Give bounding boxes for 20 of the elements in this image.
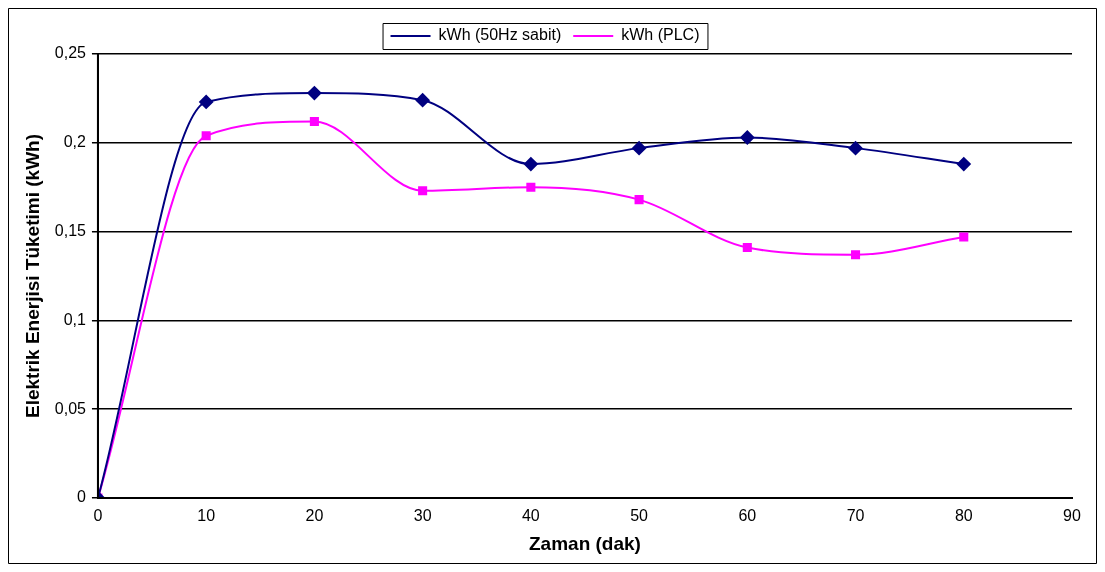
x-axis-title: Zaman (dak) <box>529 532 641 554</box>
x-tick-label: 50 <box>630 507 649 525</box>
y-tick-label: 0,1 <box>63 310 87 328</box>
x-tick-label: 10 <box>197 507 216 525</box>
legend-label: kWh (PLC) <box>621 26 700 44</box>
y-tick-label: 0,2 <box>63 133 87 151</box>
x-tick-label: 60 <box>738 507 757 525</box>
x-tick-label: 90 <box>1063 507 1081 525</box>
x-tick-label: 0 <box>93 507 103 525</box>
y-tick-label: 0,25 <box>54 44 87 62</box>
y-tick-label: 0 <box>77 488 87 506</box>
y-tick-label: 0,15 <box>54 222 87 240</box>
x-tick-label: 40 <box>521 507 540 525</box>
y-tick-label: 0,05 <box>54 399 87 417</box>
x-tick-label: 20 <box>305 507 324 525</box>
x-tick-label: 80 <box>954 507 973 525</box>
legend-label: kWh (50Hz sabit) <box>438 26 562 44</box>
x-tick-label: 30 <box>413 507 432 525</box>
y-axis-title: Elektrik Enerjisi Tüketimi (kWh) <box>21 133 43 419</box>
x-tick-label: 70 <box>846 507 865 525</box>
